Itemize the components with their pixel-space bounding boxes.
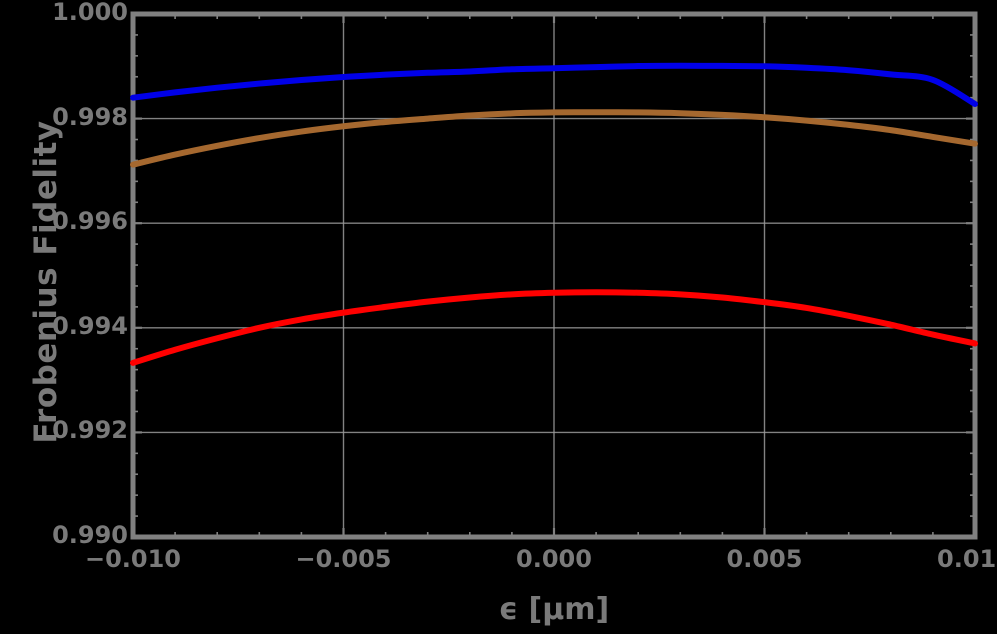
- plot-frame: [130, 11, 978, 540]
- y-tick-label: 0.998: [52, 102, 128, 131]
- y-tick-label: 0.996: [52, 207, 128, 236]
- gridlines: [133, 14, 975, 537]
- y-tick-label: 0.992: [52, 416, 128, 445]
- x-tick-label: −0.005: [295, 545, 392, 573]
- y-tick-label: 0.990: [52, 521, 128, 549]
- y-tick-label: 0.994: [52, 311, 128, 340]
- data-series-line: [130, 289, 978, 366]
- x-tick-label: 0.005: [726, 545, 803, 573]
- x-tick-label-group: −0.010 −0.005 0.000 0.005 0.010: [0, 545, 997, 579]
- x-tick-label: −0.010: [84, 545, 182, 573]
- plot-frame-rect: [130, 11, 978, 540]
- data-series-line: [130, 62, 978, 107]
- x-tick-label: 0.000: [516, 545, 592, 573]
- y-tick-label: 1.000: [52, 0, 128, 26]
- data-series-group: [130, 62, 978, 366]
- data-series-line: [130, 109, 978, 168]
- x-axis-label: ϵ [μm]: [498, 592, 610, 627]
- x-tick-label: 0.010: [937, 545, 997, 573]
- y-tick-label-group: 0.990 0.992 0.994 0.996 0.998 1.000: [0, 0, 128, 634]
